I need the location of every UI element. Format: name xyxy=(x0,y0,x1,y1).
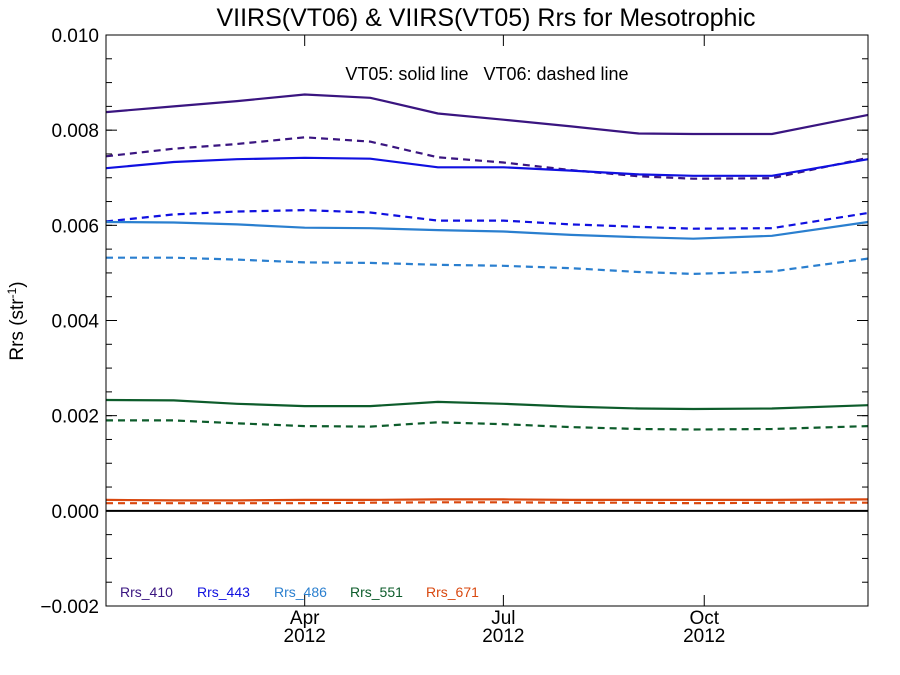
x-tick-label-month: Oct xyxy=(689,608,719,629)
chart-title: VIIRS(VT06) & VIIRS(VT05) Rrs for Mesotr… xyxy=(216,4,755,32)
y-tick-label: 0.006 xyxy=(51,216,99,237)
series-line-rrs_486-dashed xyxy=(106,256,869,275)
legend-item-rrs_671: Rrs_671 xyxy=(426,584,479,600)
y-axis-label-superscript: -1 xyxy=(5,287,19,298)
x-tick-label-year: 2012 xyxy=(683,626,725,647)
series-line-rrs_671-dashed xyxy=(106,501,868,505)
series-layer xyxy=(105,93,869,512)
y-tick-label: 0.002 xyxy=(51,407,99,428)
x-tick-label-month: Jul xyxy=(491,608,515,629)
y-axis-label-close: ) xyxy=(7,281,28,287)
x-tick-label-year: 2012 xyxy=(284,626,326,647)
series-line-rrs_486-solid xyxy=(105,220,869,240)
x-tick-label-month: Apr xyxy=(290,608,320,629)
legend-item-rrs_410: Rrs_410 xyxy=(120,584,173,600)
y-axis-label-main: Rrs (str xyxy=(7,298,28,361)
y-axis-label: Rrs (str-1) xyxy=(5,281,28,360)
y-tick-label: 0.010 xyxy=(51,26,99,47)
line-style-annotation: VT05: solid line VT06: dashed line xyxy=(345,64,628,84)
series-line-rrs_671-solid xyxy=(105,498,869,502)
series-line-rrs_410-dashed xyxy=(105,136,869,180)
legend-item-rrs_551: Rrs_551 xyxy=(350,584,403,600)
series-line-rrs_443-solid xyxy=(105,156,869,177)
series-line-rrs_443-dashed xyxy=(105,209,869,230)
series-line-rrs_551-solid xyxy=(105,398,869,411)
x-tick-label-year: 2012 xyxy=(482,626,524,647)
legend-item-rrs_486: Rrs_486 xyxy=(274,584,327,600)
legend-item-rrs_443: Rrs_443 xyxy=(197,584,250,600)
legend: Rrs_410 Rrs_443 Rrs_486 Rrs_551 Rrs_671 xyxy=(120,584,479,600)
y-tick-label: 0.008 xyxy=(51,121,99,142)
series-line-rrs_551-dashed xyxy=(106,419,869,431)
series-line-rrs_410-solid xyxy=(105,93,869,136)
y-tick-label: 0.000 xyxy=(51,502,99,523)
y-tick-label: −0.002 xyxy=(40,597,99,618)
axis-layer: −0.0020.0000.0020.0040.0060.0080.010Apr2… xyxy=(40,26,869,647)
y-tick-label: 0.004 xyxy=(51,312,99,333)
